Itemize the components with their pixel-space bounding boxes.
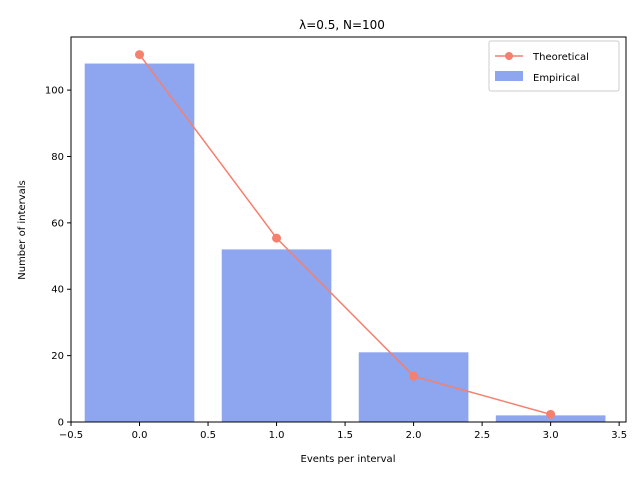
legend-theoretical-label: Theoretical — [532, 52, 589, 63]
empirical-bar — [221, 249, 332, 422]
theoretical-point — [135, 50, 145, 60]
x-tick-label: 0.0 — [132, 430, 148, 441]
legend-empirical-label: Empirical — [533, 73, 579, 84]
x-tick-label: 3.0 — [543, 430, 559, 441]
y-tick-label: 40 — [51, 285, 64, 296]
theoretical-point — [272, 233, 282, 243]
y-axis-ticks: 0 20 40 60 80 100 — [45, 86, 71, 429]
x-axis-ticks: −0.5 0.0 0.5 1.0 1.5 2.0 2.5 3.0 3.5 — [59, 422, 627, 441]
legend-theoretical-marker — [505, 52, 513, 60]
x-tick-label: 2.5 — [474, 430, 490, 441]
y-tick-label: 100 — [45, 86, 64, 97]
legend-empirical-swatch — [495, 71, 523, 81]
y-tick-label: 60 — [51, 218, 64, 229]
x-tick-label: 1.0 — [269, 430, 285, 441]
x-tick-label: −0.5 — [59, 430, 83, 441]
x-tick-label: 0.5 — [200, 430, 216, 441]
chart-title: λ=0.5, N=100 — [299, 18, 385, 32]
theoretical-point — [546, 409, 556, 419]
x-tick-label: 2.0 — [406, 430, 422, 441]
bars-layer — [84, 63, 606, 422]
theoretical-line — [138, 54, 551, 416]
plot-area-frame — [70, 36, 627, 423]
y-axis-label: Number of intervals — [17, 180, 28, 280]
legend: Theoretical Empirical — [488, 40, 620, 92]
y-tick-label: 20 — [51, 351, 64, 362]
theoretical-line-layer — [135, 50, 556, 419]
x-tick-label: 3.5 — [611, 430, 627, 441]
x-tick-label: 1.5 — [337, 430, 353, 441]
x-axis-label: Events per interval — [301, 454, 396, 465]
theoretical-point — [409, 371, 419, 381]
y-tick-label: 0 — [58, 418, 64, 429]
y-tick-label: 80 — [51, 152, 64, 163]
empirical-bar — [84, 63, 195, 422]
